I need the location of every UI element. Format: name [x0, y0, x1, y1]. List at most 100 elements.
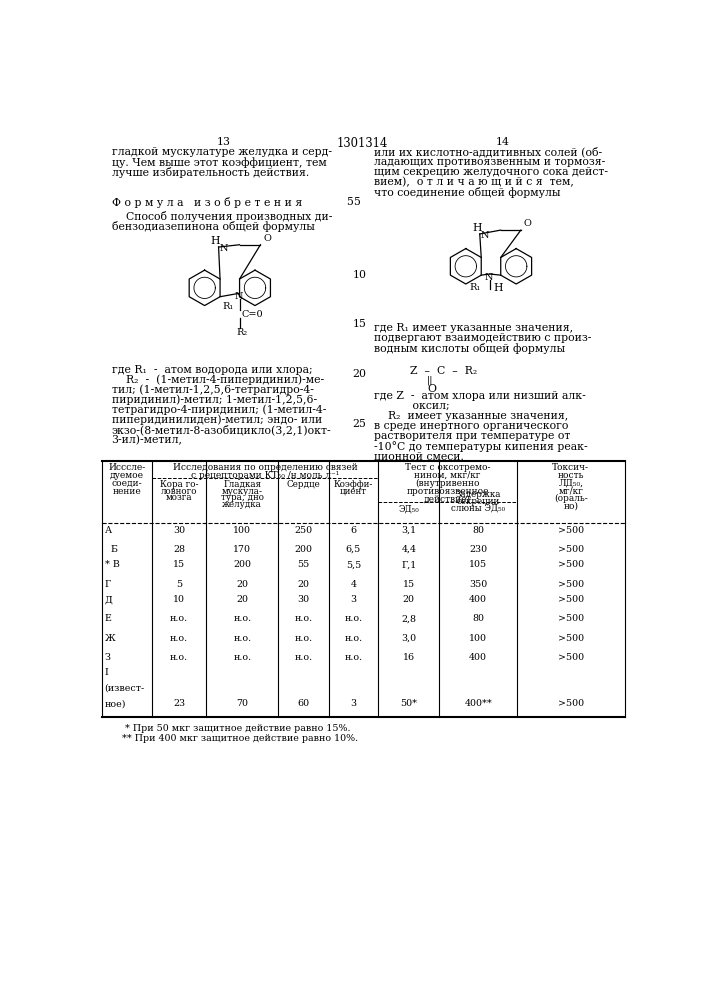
Text: где R₁ имеет указанные значения,: где R₁ имеет указанные значения, [373, 323, 573, 333]
Text: 3,1: 3,1 [402, 526, 416, 535]
Text: соеди-: соеди- [112, 479, 142, 488]
Text: 30: 30 [298, 595, 310, 604]
Text: N: N [485, 273, 493, 282]
Text: ЛД₅₀,: ЛД₅₀, [559, 479, 583, 488]
Text: Кора го-: Кора го- [160, 480, 198, 489]
Text: 100: 100 [233, 526, 251, 535]
Text: Д: Д [105, 595, 112, 604]
Text: 16: 16 [403, 653, 415, 662]
Text: 400: 400 [469, 595, 487, 604]
Text: в среде инертного органического: в среде инертного органического [373, 421, 568, 431]
Text: ЭД₅₀: ЭД₅₀ [399, 505, 419, 514]
Text: * При 50 мкг защитное действие равно 15%.: * При 50 мкг защитное действие равно 15%… [122, 724, 350, 733]
Text: с рецепторами КТ₅₀ /н моль л⁻¹: с рецепторами КТ₅₀ /н моль л⁻¹ [191, 471, 339, 480]
Text: Z  –  C  –  R₂: Z – C – R₂ [410, 366, 477, 376]
Text: циент: циент [340, 487, 367, 496]
Text: где Z  -  атом хлора или низший алк-: где Z - атом хлора или низший алк- [373, 391, 585, 401]
Text: 200: 200 [294, 545, 312, 554]
Text: нение: нение [112, 487, 141, 496]
Text: Задержка: Задержка [455, 490, 501, 499]
Text: что соединение общей формулы: что соединение общей формулы [373, 187, 560, 198]
Text: цу. Чем выше этот коэффициент, тем: цу. Чем выше этот коэффициент, тем [112, 157, 327, 168]
Text: н.о.: н.о. [344, 614, 363, 623]
Text: н.о.: н.о. [170, 614, 188, 623]
Text: 20: 20 [353, 369, 367, 379]
Text: R₁: R₁ [223, 302, 234, 311]
Text: бензодиазепинона общей формулы: бензодиазепинона общей формулы [112, 221, 315, 232]
Text: мг/кг: мг/кг [559, 487, 583, 496]
Text: 5: 5 [346, 197, 354, 207]
Text: N: N [235, 292, 243, 301]
Text: ** При 400 мкг защитное действие равно 10%.: ** При 400 мкг защитное действие равно 1… [122, 734, 358, 743]
Text: O: O [524, 219, 532, 228]
Text: н.о.: н.о. [294, 634, 312, 643]
Text: >500: >500 [558, 595, 584, 604]
Text: или их кислотно-аддитивных солей (об-: или их кислотно-аддитивных солей (об- [373, 147, 602, 158]
Text: ловного: ловного [160, 487, 197, 496]
Text: 28: 28 [173, 545, 185, 554]
Text: -10°C до температуры кипения реак-: -10°C до температуры кипения реак- [373, 441, 588, 452]
Text: 80: 80 [472, 526, 484, 535]
Text: 170: 170 [233, 545, 251, 554]
Text: где R₁  -  атом водорода или хлора;: где R₁ - атом водорода или хлора; [112, 365, 312, 375]
Text: лучше избирательность действия.: лучше избирательность действия. [112, 167, 309, 178]
Text: н.о.: н.о. [294, 614, 312, 623]
Text: 80: 80 [472, 614, 484, 623]
Text: 70: 70 [236, 699, 248, 708]
Text: 60: 60 [298, 699, 310, 708]
Text: ное): ное) [105, 699, 126, 708]
Text: 3: 3 [351, 699, 356, 708]
Text: 250: 250 [294, 526, 312, 535]
Text: 100: 100 [469, 634, 487, 643]
Text: 1301314: 1301314 [337, 137, 387, 150]
Text: R₂  -  (1-метил-4-пиперидинил)-ме-: R₂ - (1-метил-4-пиперидинил)-ме- [112, 375, 324, 385]
Text: 5,5: 5,5 [346, 560, 361, 569]
Text: >500: >500 [558, 526, 584, 535]
Text: 13: 13 [217, 137, 231, 147]
Text: H: H [493, 283, 503, 293]
Text: Г,1: Г,1 [401, 560, 416, 569]
Text: 3,0: 3,0 [402, 634, 416, 643]
Text: 20: 20 [236, 580, 248, 589]
Text: 20: 20 [403, 595, 415, 604]
Text: 10: 10 [353, 270, 367, 280]
Text: ность: ность [558, 471, 584, 480]
Text: >500: >500 [558, 653, 584, 662]
Text: (внутривенно: (внутривенно [415, 479, 480, 488]
Text: 6: 6 [351, 526, 356, 535]
Text: гладкой мускулатуре желудка и серд-: гладкой мускулатуре желудка и серд- [112, 147, 332, 157]
Text: Сердце: Сердце [286, 480, 320, 489]
Text: нином, мкг/кг: нином, мкг/кг [414, 471, 481, 480]
Text: 10: 10 [173, 595, 185, 604]
Text: >500: >500 [558, 699, 584, 708]
Text: O: O [264, 234, 271, 243]
Text: тетрагидро-4-пиридинил; (1-метил-4-: тетрагидро-4-пиридинил; (1-метил-4- [112, 405, 326, 415]
Text: 400: 400 [469, 653, 487, 662]
Text: N: N [481, 231, 489, 240]
Text: Тест с оксотремо-: Тест с оксотремо- [405, 463, 491, 472]
Text: 4: 4 [351, 580, 356, 589]
Text: н.о.: н.о. [294, 653, 312, 662]
Text: н.о.: н.о. [344, 653, 363, 662]
Text: Ж: Ж [105, 634, 115, 643]
Text: C=0: C=0 [242, 310, 264, 319]
Text: Коэффи-: Коэффи- [334, 480, 373, 489]
Text: Ф о р м у л а   и з о б р е т е н и я: Ф о р м у л а и з о б р е т е н и я [112, 197, 302, 208]
Text: н.о.: н.о. [344, 634, 363, 643]
Text: (ораль-: (ораль- [554, 494, 588, 503]
Text: H: H [472, 223, 481, 233]
Text: 15: 15 [173, 560, 185, 569]
Text: противоязвенное: противоязвенное [407, 487, 489, 496]
Text: З: З [105, 653, 111, 662]
Text: R₁: R₁ [469, 283, 481, 292]
Text: 30: 30 [173, 526, 185, 535]
Text: н.о.: н.о. [170, 653, 188, 662]
Text: растворителя при температуре от: растворителя при температуре от [373, 431, 570, 441]
Text: н.о.: н.о. [233, 614, 251, 623]
Text: экзо-(8-метил-8-азобицикло(3,2,1)окт-: экзо-(8-метил-8-азобицикло(3,2,1)окт- [112, 425, 332, 436]
Text: 3-ил)-метил,: 3-ил)-метил, [112, 435, 182, 445]
Text: дуемое: дуемое [110, 471, 144, 480]
Text: I: I [105, 668, 108, 677]
Text: >500: >500 [558, 560, 584, 569]
Text: действие): действие) [424, 494, 471, 503]
